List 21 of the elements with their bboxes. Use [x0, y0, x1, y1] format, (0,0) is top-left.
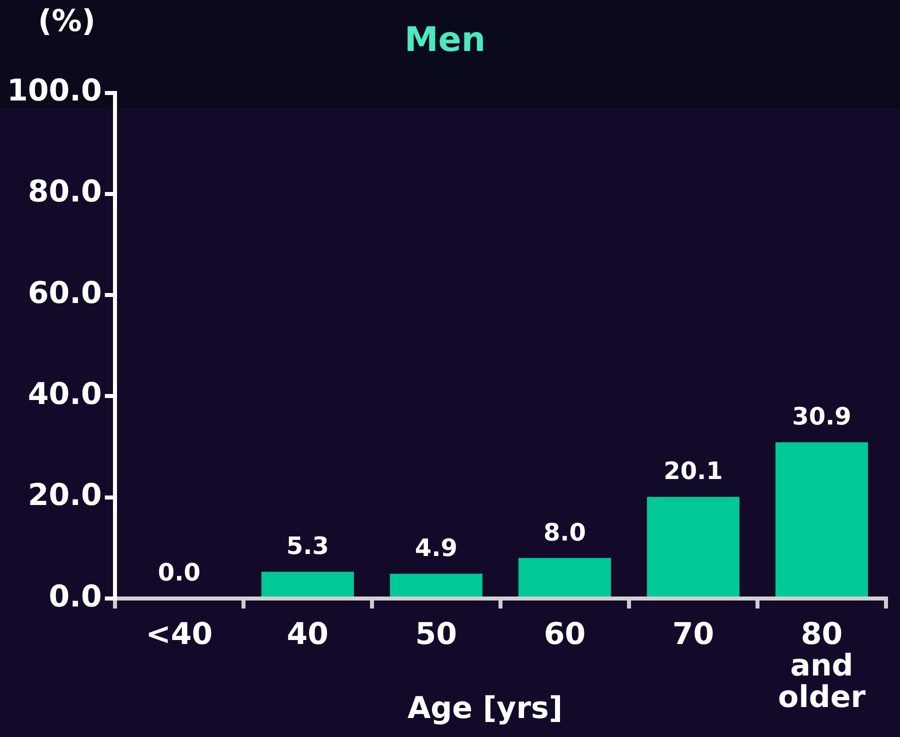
x-tick-label: 50	[415, 617, 458, 652]
y-tick-label: 40.0	[28, 377, 102, 412]
x-axis-title: Age [yrs]	[407, 690, 563, 726]
y-tick-label: 100.0	[6, 74, 102, 109]
chart-title: Men	[404, 20, 486, 60]
y-axis-title: (%)	[38, 4, 96, 39]
x-tick-label: 40	[286, 617, 329, 652]
x-tick-label: 80 and older	[778, 617, 866, 716]
data-label: 8.0	[543, 518, 586, 546]
y-tick-label: 0.0	[48, 579, 102, 614]
y-tick-label: 60.0	[28, 276, 102, 311]
data-label: 30.9	[792, 402, 852, 430]
data-label: 5.3	[286, 532, 329, 560]
x-tick-label: 60	[544, 617, 586, 652]
x-tick-label: <40	[146, 617, 213, 652]
y-tick-label: 80.0	[28, 174, 102, 210]
data-label: 20.1	[664, 457, 723, 486]
y-tick-label: 20.0	[28, 478, 102, 514]
data-label: 0.0	[158, 558, 200, 587]
x-tick-label: 70	[672, 617, 714, 652]
data-label: 4.9	[414, 534, 458, 562]
